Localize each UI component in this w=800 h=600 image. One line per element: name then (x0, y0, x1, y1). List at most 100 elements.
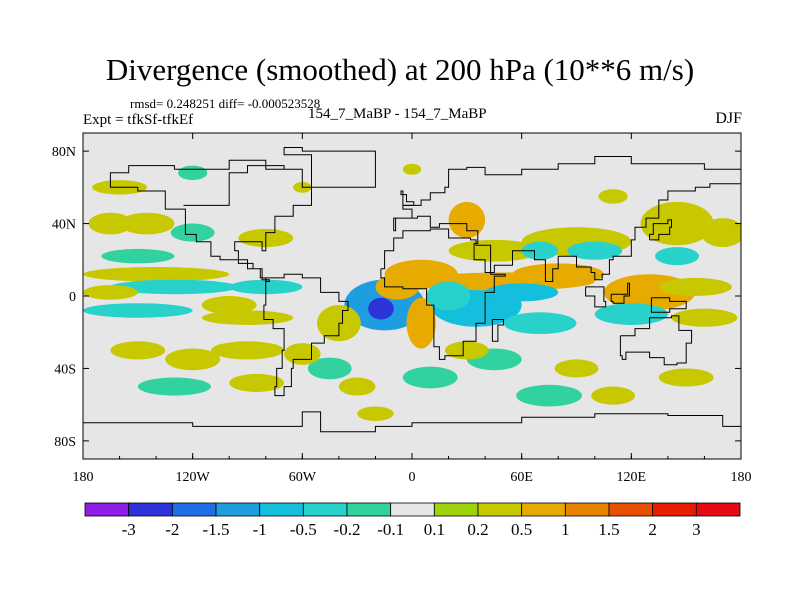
contour-fill (700, 218, 741, 248)
chart-subtitle: 154_7_MaBP - 154_7_MaBP (308, 106, 487, 122)
x-tick-label: 180 (731, 470, 752, 485)
contour-fill (521, 241, 559, 260)
contour-fill (83, 285, 138, 300)
contour-fill (357, 406, 394, 421)
contour-fill (229, 373, 285, 392)
contour-fill (554, 359, 599, 378)
colorbar-label: -2 (165, 520, 179, 539)
colorbar-swatch (477, 502, 523, 517)
colorbar-label: -3 (122, 520, 136, 539)
colorbar-label: 0.1 (424, 520, 445, 539)
colorbar-swatch (171, 502, 217, 517)
contour-fill (402, 366, 458, 389)
x-tick-label: 120E (617, 470, 647, 485)
y-tick-label: 40N (52, 218, 76, 233)
colorbar-label: 2 (648, 520, 657, 539)
contour-fill (338, 377, 376, 396)
coastline (610, 282, 630, 304)
contour-fill (201, 310, 294, 325)
colorbar-swatch (608, 502, 654, 517)
colorbar-swatch (433, 502, 479, 517)
coastline (649, 219, 672, 241)
coastline (650, 297, 687, 313)
coastline (283, 147, 376, 188)
y-tick-label: 80S (54, 435, 76, 450)
experiment-label: Expt = tfkSf-tfkEf (83, 112, 194, 128)
contour-fill (137, 377, 211, 396)
contour-fill (165, 348, 221, 371)
contour-fill (368, 297, 394, 320)
contour-fill (307, 357, 352, 380)
contour-fill (284, 343, 321, 365)
colorbar-label: -0.2 (334, 520, 361, 539)
contour-fill (444, 341, 489, 360)
x-tick-label: 60E (510, 470, 533, 485)
coastline (183, 165, 285, 206)
y-tick-label: 40S (54, 362, 76, 377)
contour-fill (640, 201, 714, 246)
x-tick-label: 180 (73, 470, 94, 485)
contour-fill (671, 308, 738, 327)
rmsd-diff-stats: rmsd= 0.248251 diff= -0.000523528 (130, 96, 321, 111)
contour-fill (448, 201, 486, 239)
colorbar-swatch (695, 502, 741, 517)
y-tick-label: 80N (52, 145, 76, 160)
contour-fill (88, 212, 133, 235)
coastline (619, 315, 693, 366)
contour-fill (658, 277, 732, 297)
colorbar-swatch (84, 502, 130, 517)
colorbar-swatch (128, 502, 173, 517)
colorbar-label: -0.5 (290, 520, 317, 539)
coastline (380, 228, 506, 360)
colorbar-swatch (259, 502, 304, 517)
colorbar-swatch (564, 502, 610, 517)
contour-fill (110, 279, 239, 295)
contour-fill (512, 263, 604, 286)
colorbar-swatch (302, 502, 348, 517)
contour-fill (178, 165, 208, 181)
colorbar-label: -1 (253, 520, 267, 539)
colorbar-label: 1 (561, 520, 570, 539)
season-label: DJF (715, 110, 742, 127)
contour-fill (83, 267, 230, 282)
x-tick-label: 120W (176, 470, 211, 485)
colorbar-label: 1.5 (598, 520, 619, 539)
contour-fill (201, 296, 257, 315)
x-tick-label: 0 (409, 470, 416, 485)
coastline (263, 273, 349, 397)
colorbar-label: 0.5 (511, 520, 532, 539)
contour-fill (210, 341, 285, 360)
contour-fill (655, 247, 699, 266)
coastline (585, 286, 607, 308)
x-tick-label: 60W (289, 470, 317, 485)
contour-fill (83, 303, 193, 318)
colorbar-label: 0.2 (467, 520, 488, 539)
colorbar-swatch (521, 502, 566, 517)
coastline (400, 190, 415, 206)
contour-fill (448, 239, 540, 262)
contour-fill (402, 163, 422, 175)
colorbar-swatch (390, 502, 435, 517)
contour-fill (406, 297, 436, 349)
contour-fill (516, 384, 582, 407)
contour-fill (170, 223, 215, 242)
contour-fill (485, 283, 559, 302)
coastline (393, 156, 741, 282)
contour-fill (658, 368, 714, 387)
contour-fill (426, 281, 471, 311)
colorbar-label: -1.5 (203, 520, 230, 539)
colorbar-label: -0.1 (377, 520, 404, 539)
colorbar-swatch (215, 502, 261, 517)
contour-fill (598, 189, 628, 204)
colorbar-label: 3 (692, 520, 701, 539)
contour-fill (591, 386, 635, 405)
coastline (83, 411, 741, 433)
contour-fill (503, 312, 577, 335)
coastline (491, 319, 504, 342)
contour-fill (101, 248, 175, 264)
y-tick-label: 0 (69, 290, 76, 305)
contour-fill (119, 212, 175, 235)
contour-fill (110, 341, 166, 360)
contour-fill (567, 241, 623, 260)
